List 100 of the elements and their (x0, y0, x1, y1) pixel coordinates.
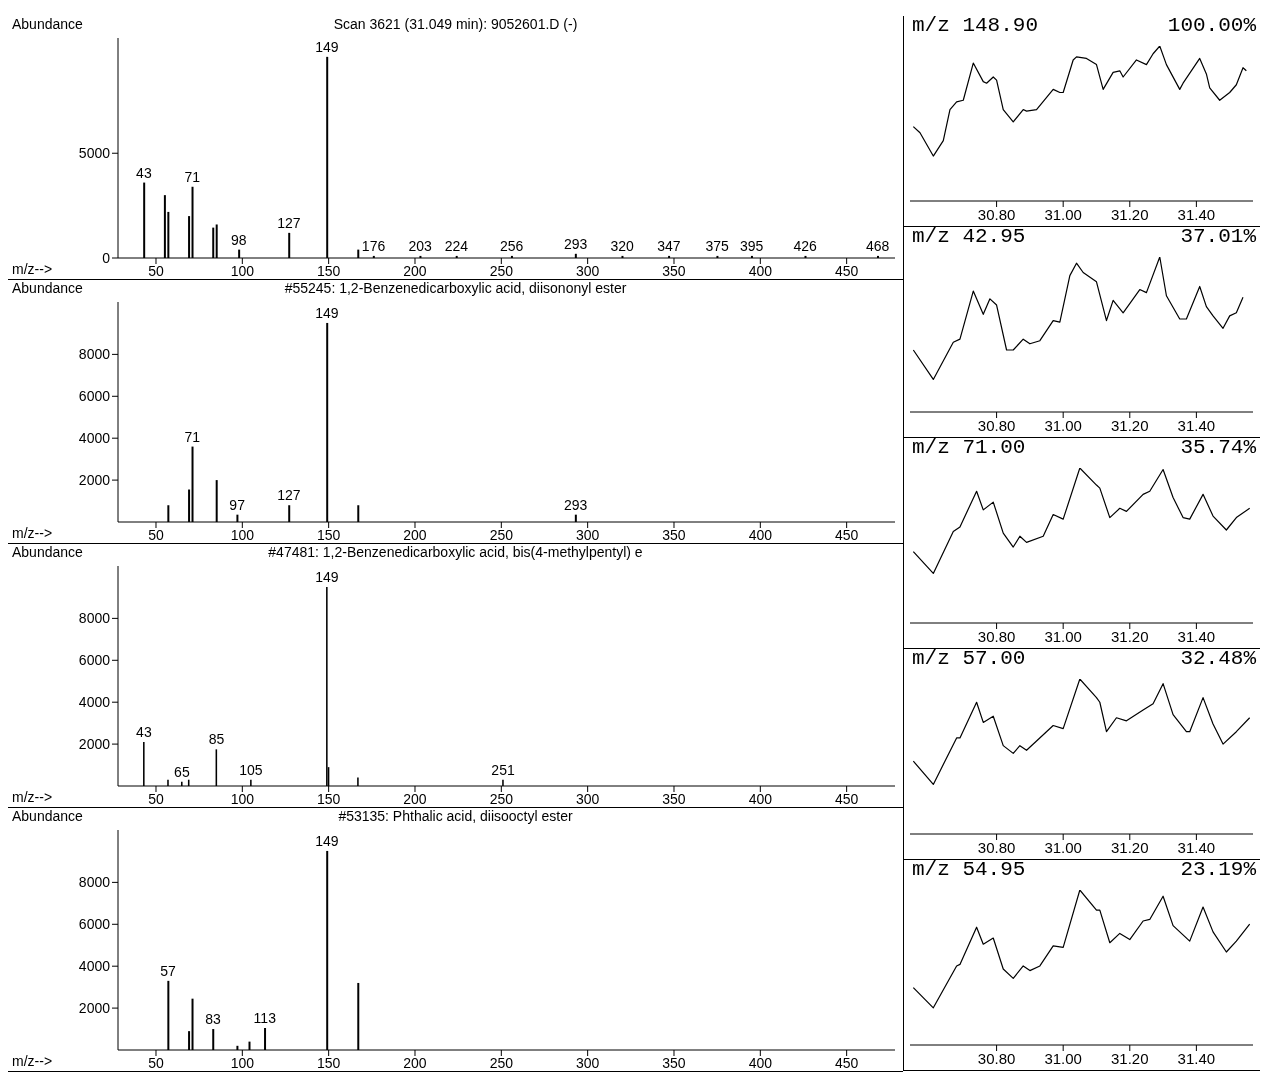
x-axis-title: m/z--> (12, 789, 53, 805)
annotation: 224 (444, 237, 469, 254)
x-tick-label: 31.20 (1111, 1049, 1149, 1067)
y-tick-label: 2000 (78, 472, 111, 489)
chart-title: Scan 3621 (31.049 min): 9052601.D (-) (333, 16, 578, 32)
y-tick-label: 6000 (78, 916, 111, 933)
x-tick-label: 31.20 (1111, 838, 1149, 856)
annotation: 256 (500, 237, 524, 254)
x-tick-label: 300 (575, 1054, 600, 1071)
x-tick-label: 350 (662, 1054, 686, 1071)
y-tick-label: 8000 (78, 874, 111, 891)
x-tick-label: 100 (230, 526, 255, 543)
annotation: 97 (229, 496, 246, 513)
annotation: 320 (610, 237, 635, 254)
x-tick-label: 200 (403, 790, 427, 807)
annotation: 57 (160, 962, 177, 979)
x-tick-label: 150 (316, 262, 341, 279)
annotation: 468 (866, 237, 890, 254)
chart-title: m/z 148.90 (912, 14, 1039, 37)
annotation: 71 (184, 168, 201, 185)
x-tick-label: 30.80 (977, 627, 1016, 645)
x-tick-label: 350 (662, 526, 686, 543)
y-tick-label: 8000 (78, 610, 111, 627)
x-tick-label: 400 (748, 262, 773, 279)
x-tick-label: 450 (834, 790, 859, 807)
x-tick-label: 30.80 (977, 205, 1016, 223)
x-tick-label: 250 (489, 262, 514, 279)
annotation: 375 (705, 237, 730, 254)
x-tick-label: 350 (662, 790, 686, 807)
x-tick-label: 300 (575, 526, 600, 543)
chart-subtitle: 32.48% (1180, 647, 1256, 670)
x-tick-label: 30.80 (977, 416, 1016, 434)
chart-title: m/z 54.95 (912, 858, 1026, 881)
chart-title: #55245: 1,2-Benzenedicarboxylic acid, diisononyl ester (284, 280, 627, 296)
x-tick-label: 50 (148, 262, 164, 279)
annotation: 149 (315, 38, 339, 55)
chart-subtitle: 37.01% (1180, 225, 1256, 248)
x-tick-label: 50 (148, 1054, 164, 1071)
y-tick-label: 5000 (78, 145, 111, 162)
x-tick-label: 400 (748, 526, 773, 543)
x-tick-label: 300 (575, 790, 600, 807)
y-axis-title: Abundance (12, 808, 83, 824)
y-tick-label: 4000 (78, 694, 111, 711)
annotation: 98 (231, 231, 247, 248)
x-tick-label: 31.00 (1044, 416, 1082, 434)
annotation: 127 (277, 214, 301, 231)
x-tick-label: 31.20 (1111, 627, 1149, 645)
x-tick-label: 31.00 (1044, 205, 1082, 223)
x-tick-label: 400 (748, 1054, 773, 1071)
x-tick-label: 31.00 (1044, 838, 1082, 856)
y-axis-title: Abundance (12, 544, 83, 560)
annotation: 65 (174, 763, 190, 780)
chart-title: #47481: 1,2-Benzenedicarboxylic acid, bis(4-methylpentyl) e (268, 544, 643, 560)
y-tick-label: 8000 (78, 346, 111, 363)
x-tick-label: 200 (403, 1054, 427, 1071)
x-tick-label: 200 (403, 526, 427, 543)
chart-subtitle: 100.00% (1167, 14, 1256, 37)
annotation: 347 (657, 237, 681, 254)
chart-title: m/z 57.00 (912, 647, 1026, 670)
annotation: 127 (277, 487, 301, 504)
x-tick-label: 31.40 (1177, 205, 1216, 223)
x-tick-label: 250 (489, 526, 514, 543)
x-tick-label: 150 (316, 1054, 341, 1071)
chart-subtitle: 23.19% (1180, 858, 1256, 881)
y-tick-label: 4000 (78, 430, 111, 447)
y-tick-label: 6000 (78, 652, 111, 669)
annotation: 293 (563, 235, 588, 252)
annotation: 113 (253, 1010, 277, 1026)
chart-title: #53135: Phthalic acid, diisooctyl ester (338, 808, 573, 824)
x-tick-label: 400 (748, 790, 773, 807)
y-axis-title: Abundance (12, 280, 83, 296)
x-tick-label: 100 (230, 262, 255, 279)
x-tick-label: 31.40 (1177, 416, 1216, 434)
chart-subtitle: 35.74% (1180, 436, 1256, 459)
y-tick-label: 4000 (78, 958, 111, 975)
annotation: 71 (184, 428, 201, 445)
x-tick-label: 150 (316, 790, 341, 807)
x-axis-title: m/z--> (12, 525, 53, 541)
x-tick-label: 50 (148, 526, 164, 543)
annotation: 149 (315, 832, 339, 849)
x-tick-label: 31.00 (1044, 627, 1082, 645)
x-tick-label: 450 (834, 526, 859, 543)
x-tick-label: 50 (148, 790, 164, 807)
x-tick-label: 250 (489, 790, 514, 807)
x-tick-label: 100 (230, 790, 255, 807)
x-tick-label: 300 (575, 262, 600, 279)
x-tick-label: 31.00 (1044, 1049, 1082, 1067)
annotation: 43 (136, 164, 152, 181)
annotation: 85 (208, 731, 225, 748)
chart-title: m/z 42.95 (912, 225, 1026, 248)
chart-title: m/z 71.00 (912, 436, 1026, 459)
x-tick-label: 31.40 (1177, 838, 1216, 856)
y-tick-label: 6000 (78, 388, 111, 405)
annotation: 395 (740, 237, 764, 254)
annotation: 203 (408, 237, 433, 254)
x-tick-label: 200 (403, 262, 427, 279)
x-tick-label: 30.80 (977, 838, 1016, 856)
y-tick-label: 2000 (78, 736, 111, 753)
annotation: 105 (239, 761, 263, 778)
x-tick-label: 350 (662, 262, 686, 279)
